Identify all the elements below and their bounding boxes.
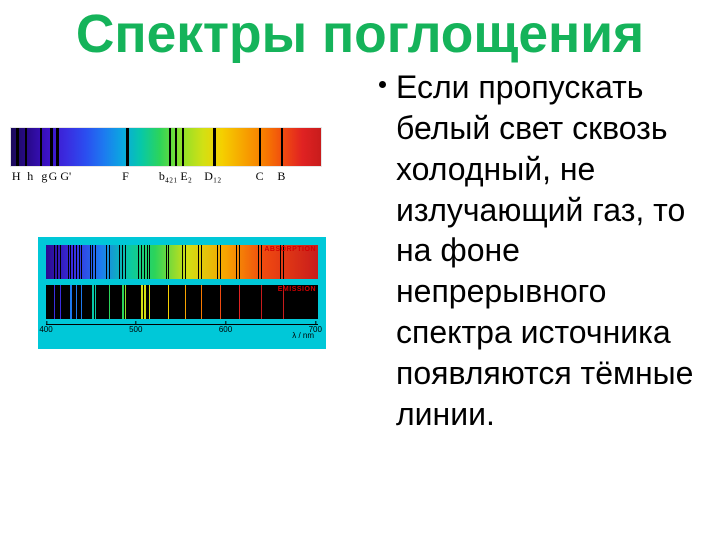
fig2-emission-line bbox=[122, 285, 124, 319]
fig2-absorption-line bbox=[76, 245, 77, 279]
fig2-absorption-line bbox=[138, 245, 139, 279]
fig2-emission-line bbox=[125, 285, 126, 319]
fig2-absorption-row: ABSORPTION bbox=[46, 245, 318, 279]
fig1-absorption-line bbox=[175, 128, 177, 166]
fig2-axis-tick: 400 bbox=[39, 325, 52, 334]
bullet-text: Если пропускать белый свет сквозь холодн… bbox=[396, 67, 700, 436]
fig2-axis-tick: 500 bbox=[129, 325, 142, 334]
fig1-line-label: B bbox=[277, 169, 285, 184]
fig1-absorption-line bbox=[213, 128, 216, 166]
text-column: Если пропускать белый свет сквозь холодн… bbox=[375, 65, 720, 436]
fig1-line-label: C bbox=[256, 169, 264, 184]
fig2-emission-line bbox=[109, 285, 110, 319]
fig2-emission-line bbox=[201, 285, 202, 319]
fig2-absorption-line bbox=[60, 245, 61, 279]
fig2-absorption-line bbox=[122, 245, 123, 279]
fig2-emission-line bbox=[54, 285, 55, 319]
fig2-emission-line bbox=[81, 285, 82, 319]
fig2-emission-line bbox=[95, 285, 96, 319]
fig2-emission-line bbox=[76, 285, 77, 319]
fig2-absorption-line bbox=[220, 245, 221, 279]
absorption-spectrum-labeled: HhgG G' Fb₄₂₁ E₂ D₁₂ CB bbox=[10, 127, 322, 189]
fig2-emission-line bbox=[185, 285, 186, 319]
fig1-spectrum-strip bbox=[10, 127, 322, 167]
fig2-absorption-line bbox=[217, 245, 218, 279]
fig1-absorption-line bbox=[56, 128, 59, 166]
figures-column: HhgG G' Fb₄₂₁ E₂ D₁₂ CB ABSORPTION EMISSION… bbox=[0, 65, 375, 349]
fig1-absorption-line bbox=[25, 128, 27, 166]
fig1-line-label: g bbox=[41, 169, 47, 184]
bullet-item: Если пропускать белый свет сквозь холодн… bbox=[375, 67, 700, 436]
fig2-axis: λ / nm 400500600700 bbox=[46, 325, 318, 345]
content-row: HhgG G' Fb₄₂₁ E₂ D₁₂ CB ABSORPTION EMISSION… bbox=[0, 65, 720, 436]
fig2-absorption-line bbox=[125, 245, 126, 279]
fig2-absorption-line bbox=[54, 245, 55, 279]
fig2-emission-line bbox=[149, 285, 150, 319]
fig2-absorption-line bbox=[182, 245, 183, 279]
fig2-absorption-line bbox=[119, 245, 120, 279]
fig1-absorption-line bbox=[169, 128, 171, 166]
fig2-absorption-line bbox=[201, 245, 202, 279]
fig2-absorption-line bbox=[166, 245, 167, 279]
fig1-line-label: H bbox=[12, 169, 21, 184]
fig2-absorption-line bbox=[79, 245, 80, 279]
fig1-line-label: G G' bbox=[49, 169, 72, 184]
fig2-absorption-label: ABSORPTION bbox=[264, 246, 316, 253]
fig2-emission-line bbox=[220, 285, 221, 319]
fig2-absorption-line bbox=[70, 245, 71, 279]
fig1-absorption-line bbox=[126, 128, 129, 166]
fig2-emission-label: EMISSION bbox=[278, 286, 316, 293]
fig2-absorption-line bbox=[95, 245, 96, 279]
fig1-line-label: b₄₂₁ E₂ bbox=[159, 169, 192, 184]
fig2-emission-line bbox=[261, 285, 262, 319]
fig2-absorption-line bbox=[92, 245, 93, 279]
fig1-absorption-line bbox=[259, 128, 261, 166]
fig2-emission-line bbox=[144, 285, 146, 319]
fig2-axis-line bbox=[46, 324, 318, 325]
fig2-axis-tick: 700 bbox=[309, 325, 322, 334]
fig2-absorption-line bbox=[57, 245, 58, 279]
absorption-emission-panel: ABSORPTION EMISSION λ / nm 400500600700 bbox=[38, 237, 326, 349]
fig2-absorption-line bbox=[141, 245, 142, 279]
fig1-absorption-line bbox=[40, 128, 42, 166]
fig2-absorption-line bbox=[236, 245, 237, 279]
fig1-absorption-line bbox=[16, 128, 19, 166]
fig2-absorption-line bbox=[149, 245, 150, 279]
fig2-absorption-line bbox=[106, 245, 107, 279]
fig2-absorption-line bbox=[258, 245, 259, 279]
fig2-emission-line bbox=[92, 285, 94, 319]
fig2-emission-line bbox=[239, 285, 240, 319]
fig2-absorption-line bbox=[168, 245, 169, 279]
fig2-absorption-line bbox=[73, 245, 74, 279]
fig2-axis-tick: 600 bbox=[219, 325, 232, 334]
fig2-absorption-line bbox=[261, 245, 262, 279]
fig1-absorption-line bbox=[182, 128, 184, 166]
fig2-emission-row: EMISSION bbox=[46, 285, 318, 319]
fig1-absorption-line bbox=[281, 128, 283, 166]
fig2-emission-line bbox=[168, 285, 169, 319]
fig2-absorption-line bbox=[68, 245, 69, 279]
fig2-absorption-line bbox=[147, 245, 148, 279]
fig2-absorption-line bbox=[81, 245, 82, 279]
fig1-line-label: F bbox=[122, 169, 129, 184]
fig2-absorption-line bbox=[198, 245, 199, 279]
fig2-absorption-line bbox=[185, 245, 186, 279]
fig2-absorption-line bbox=[90, 245, 91, 279]
fig1-absorption-line bbox=[50, 128, 53, 166]
fig1-axis-labels: HhgG G' Fb₄₂₁ E₂ D₁₂ CB bbox=[10, 167, 322, 189]
fig2-absorption-line bbox=[109, 245, 110, 279]
fig1-line-label: h bbox=[27, 169, 33, 184]
fig1-line-label: D₁₂ bbox=[204, 169, 221, 184]
fig2-emission-line bbox=[141, 285, 143, 319]
fig2-absorption-line bbox=[239, 245, 240, 279]
bullet-dot-icon bbox=[379, 81, 386, 88]
page-title: Спектры поглощения bbox=[0, 0, 720, 65]
fig2-absorption-line bbox=[144, 245, 145, 279]
fig2-emission-line bbox=[70, 285, 72, 319]
fig2-emission-line bbox=[60, 285, 61, 319]
